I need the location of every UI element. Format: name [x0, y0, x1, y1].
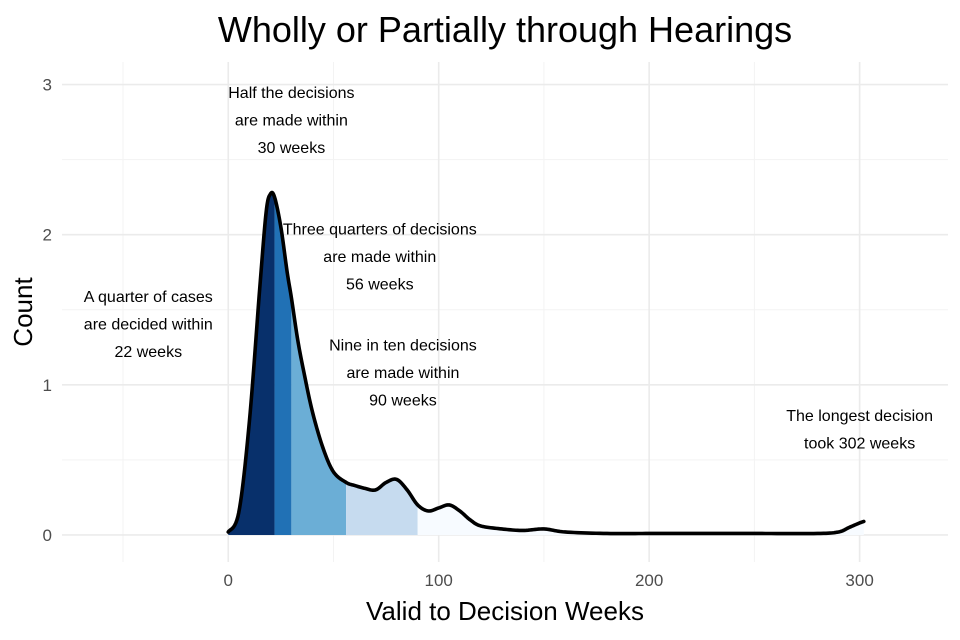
annotation-4: Nine in ten decisions are made within 90 w…	[329, 337, 477, 409]
annotation-line: A quarter of cases	[84, 289, 213, 306]
grid	[62, 62, 948, 562]
x-tick-label: 0	[224, 571, 233, 590]
y-axis-title: Count	[8, 277, 38, 347]
x-tick-label: 100	[425, 571, 453, 590]
annotation-line: 22 weeks	[114, 344, 182, 361]
annotation-line: are decided within	[84, 317, 213, 334]
y-tick-label: 1	[43, 376, 52, 395]
band-1	[228, 192, 275, 535]
annotation-5: The longest decision took 302 weeks	[786, 408, 933, 453]
x-tick-label: 200	[635, 571, 663, 590]
density-bands	[228, 192, 864, 535]
annotation-2: Half the decisions are made within 30 week…	[228, 85, 354, 157]
chart-title: Wholly or Partially through Hearings	[218, 9, 792, 50]
annotation-line: The longest decision	[786, 408, 933, 425]
annotation-line: Nine in ten decisions	[329, 337, 477, 354]
x-tick-label: 300	[845, 571, 873, 590]
annotation-line: 56 weeks	[346, 277, 414, 294]
annotation-line: took 302 weeks	[804, 435, 915, 452]
annotation-1: A quarter of cases are decided within 22 w…	[84, 289, 213, 361]
annotation-line: are made within	[235, 113, 348, 130]
annotation-line: Three quarters of decisions	[283, 222, 477, 239]
density-curve-layer	[226, 190, 866, 536]
annotation-3: Three quarters of decisions are made with…	[283, 222, 477, 294]
band-3	[291, 297, 347, 535]
band-4	[346, 479, 418, 535]
y-tick-label: 0	[43, 526, 52, 545]
y-tick-label: 2	[43, 226, 52, 245]
annotation-line: are made within	[323, 249, 436, 266]
axis-ticks: 0 100 200 300 0 1 2 3	[43, 76, 874, 590]
density-curve	[226, 190, 866, 536]
band-5	[417, 504, 864, 535]
annotation-line: 30 weeks	[258, 140, 326, 157]
annotations: A quarter of cases are decided within 22 w…	[84, 85, 933, 452]
annotation-line: Half the decisions	[228, 85, 354, 102]
y-tick-label: 3	[43, 76, 52, 95]
annotation-line: are made within	[346, 365, 459, 382]
x-axis-title: Valid to Decision Weeks	[366, 596, 644, 626]
annotation-line: 90 weeks	[369, 392, 437, 409]
